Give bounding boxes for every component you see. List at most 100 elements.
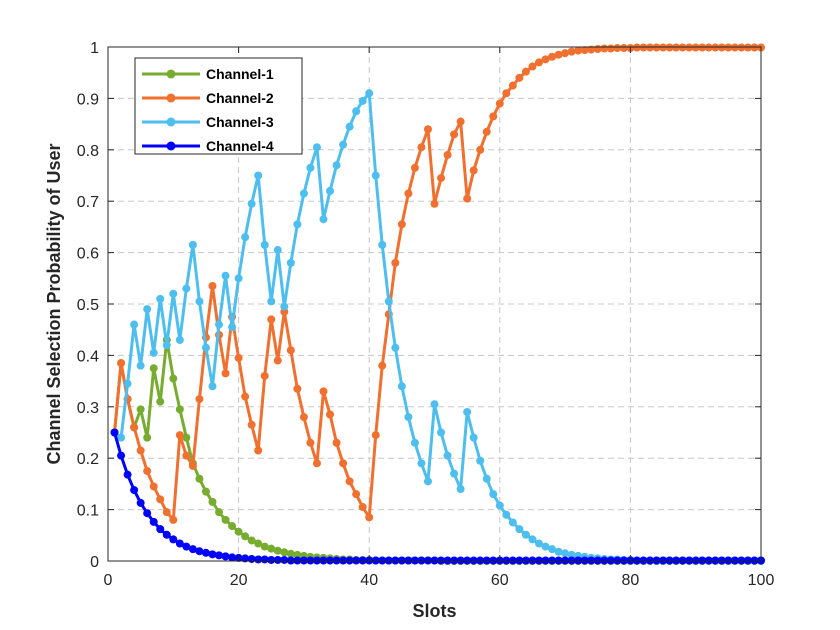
data-point-channel-3 (463, 407, 472, 416)
data-point-channel-4 (221, 552, 230, 561)
data-point-channel-4 (717, 556, 726, 565)
data-point-channel-4 (215, 551, 224, 560)
data-point-channel-3 (117, 433, 126, 442)
data-point-channel-3 (293, 220, 302, 229)
data-point-channel-4 (456, 556, 465, 565)
data-point-channel-3 (326, 186, 335, 195)
legend-marker (166, 69, 176, 79)
data-point-channel-2 (293, 384, 302, 393)
data-point-channel-3 (345, 122, 354, 131)
data-point-channel-4 (711, 556, 720, 565)
data-point-channel-3 (182, 284, 191, 293)
data-point-channel-4 (345, 556, 354, 565)
data-point-channel-2 (247, 420, 256, 429)
data-point-channel-3 (175, 335, 184, 344)
x-axis-label: Slots (412, 601, 456, 621)
data-point-channel-4 (293, 556, 302, 565)
data-point-channel-3 (450, 469, 459, 478)
data-point-channel-4 (685, 556, 694, 565)
y-tick-label: 0.1 (77, 503, 99, 520)
data-point-channel-1 (195, 474, 204, 483)
data-point-channel-4 (143, 509, 152, 518)
data-point-channel-2 (437, 174, 446, 183)
data-point-channel-4 (267, 555, 276, 564)
data-point-channel-4 (580, 556, 589, 565)
data-point-channel-4 (600, 556, 609, 565)
data-point-channel-2 (234, 353, 243, 362)
data-point-channel-3 (495, 501, 504, 510)
data-point-channel-2 (678, 43, 687, 52)
data-point-channel-2 (241, 392, 250, 401)
data-point-channel-2 (521, 67, 530, 76)
data-point-channel-2 (482, 127, 491, 136)
data-point-channel-1 (254, 539, 263, 548)
data-point-channel-1 (260, 542, 269, 551)
data-point-channel-2 (613, 44, 622, 53)
data-point-channel-2 (136, 446, 145, 455)
data-point-channel-2 (469, 166, 478, 175)
data-point-channel-2 (508, 81, 517, 90)
data-point-channel-4 (188, 545, 197, 554)
legend-label: Channel-1 (206, 66, 274, 82)
y-tick-label: 0.6 (77, 246, 99, 263)
data-point-channel-3 (554, 547, 563, 556)
legend: Channel-1 Channel-2 Channel-3 Channel-4 (134, 57, 303, 155)
legend-item-channel-3: Channel-3 (142, 114, 274, 130)
data-point-channel-2 (652, 43, 661, 52)
data-point-channel-4 (548, 556, 557, 565)
data-point-channel-2 (541, 55, 550, 64)
data-point-channel-3 (384, 297, 393, 306)
data-point-channel-4 (306, 556, 315, 565)
y-tick-label: 0.3 (77, 400, 99, 417)
data-point-channel-1 (241, 532, 250, 541)
data-point-channel-2 (169, 515, 178, 524)
data-point-channel-4 (463, 556, 472, 565)
data-point-channel-4 (352, 556, 361, 565)
data-point-channel-4 (332, 556, 341, 565)
data-point-channel-1 (156, 397, 165, 406)
data-point-channel-1 (169, 374, 178, 383)
data-point-channel-4 (123, 470, 132, 479)
data-point-channel-2 (391, 258, 400, 267)
data-point-channel-3 (208, 382, 217, 391)
data-point-channel-4 (299, 556, 308, 565)
data-point-channel-3 (260, 240, 269, 249)
data-point-channel-3 (423, 477, 432, 486)
data-point-channel-4 (384, 556, 393, 565)
data-point-channel-4 (737, 556, 746, 565)
data-point-channel-4 (652, 556, 661, 565)
data-point-channel-2 (371, 431, 380, 440)
data-point-channel-3 (528, 535, 537, 544)
data-point-channel-2 (554, 50, 563, 59)
data-point-channel-4 (326, 556, 335, 565)
data-point-channel-4 (541, 556, 550, 565)
data-point-channel-4 (417, 556, 426, 565)
data-point-channel-4 (678, 556, 687, 565)
legend-label: Channel-4 (206, 138, 274, 154)
data-point-channel-1 (273, 546, 282, 555)
data-point-channel-2 (345, 477, 354, 486)
data-point-channel-4 (567, 556, 576, 565)
data-point-channel-3 (156, 294, 165, 303)
data-point-channel-3 (143, 305, 152, 314)
data-point-channel-2 (365, 513, 374, 522)
data-point-channel-3 (286, 258, 295, 267)
data-point-channel-2 (632, 43, 641, 52)
y-tick-label: 0 (90, 554, 99, 571)
data-point-channel-2 (162, 508, 171, 517)
data-point-channel-3 (130, 320, 139, 329)
data-point-channel-3 (280, 302, 289, 311)
data-point-channel-2 (312, 459, 321, 468)
data-point-channel-2 (404, 189, 413, 198)
data-point-channel-3 (391, 343, 400, 352)
data-point-channel-4 (515, 556, 524, 565)
data-point-channel-3 (371, 171, 380, 180)
data-point-channel-4 (201, 548, 210, 557)
data-point-channel-2 (476, 145, 485, 154)
data-point-channel-2 (254, 446, 263, 455)
data-point-channel-3 (541, 542, 550, 551)
data-point-channel-4 (280, 555, 289, 564)
data-point-channel-3 (404, 413, 413, 422)
data-point-channel-1 (201, 487, 210, 496)
data-point-channel-4 (619, 556, 628, 565)
